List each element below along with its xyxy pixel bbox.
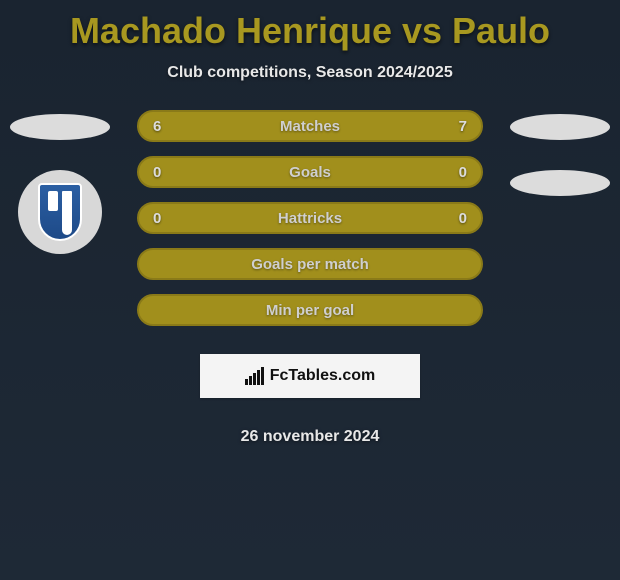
player-right-placeholder-oval	[510, 114, 610, 140]
stat-bar-goals-per-match: Goals per match	[137, 248, 483, 280]
shield-icon	[38, 183, 82, 241]
bar-chart-icon	[245, 367, 264, 385]
player-right-column	[510, 110, 610, 196]
stat-label: Goals	[289, 164, 331, 181]
stat-right-value: 0	[459, 210, 467, 227]
stats-column: 6 Matches 7 0 Goals 0 0 Hattricks 0 Goal…	[128, 110, 492, 446]
subtitle: Club competitions, Season 2024/2025	[167, 64, 452, 82]
stat-label: Matches	[280, 118, 340, 135]
attribution-text: FcTables.com	[270, 367, 376, 385]
main-row: 6 Matches 7 0 Goals 0 0 Hattricks 0 Goal…	[0, 110, 620, 446]
stat-left-value: 0	[153, 164, 161, 181]
stat-bar-hattricks: 0 Hattricks 0	[137, 202, 483, 234]
stat-left-value: 0	[153, 210, 161, 227]
player-left-placeholder-oval	[10, 114, 110, 140]
player-left-column	[10, 110, 110, 254]
stat-bar-matches: 6 Matches 7	[137, 110, 483, 142]
attribution-badge: FcTables.com	[200, 354, 420, 398]
club-right-placeholder-oval	[510, 170, 610, 196]
stat-right-value: 0	[459, 164, 467, 181]
page-title: Machado Henrique vs Paulo	[70, 10, 550, 52]
stat-bar-min-per-goal: Min per goal	[137, 294, 483, 326]
date-text: 26 november 2024	[241, 428, 380, 446]
stat-label: Min per goal	[266, 302, 354, 319]
stat-label: Goals per match	[251, 256, 369, 273]
stat-label: Hattricks	[278, 210, 342, 227]
club-crest-left	[18, 170, 102, 254]
stat-left-value: 6	[153, 118, 161, 135]
stat-right-value: 7	[459, 118, 467, 135]
comparison-card: Machado Henrique vs Paulo Club competiti…	[0, 0, 620, 456]
stat-bar-goals: 0 Goals 0	[137, 156, 483, 188]
